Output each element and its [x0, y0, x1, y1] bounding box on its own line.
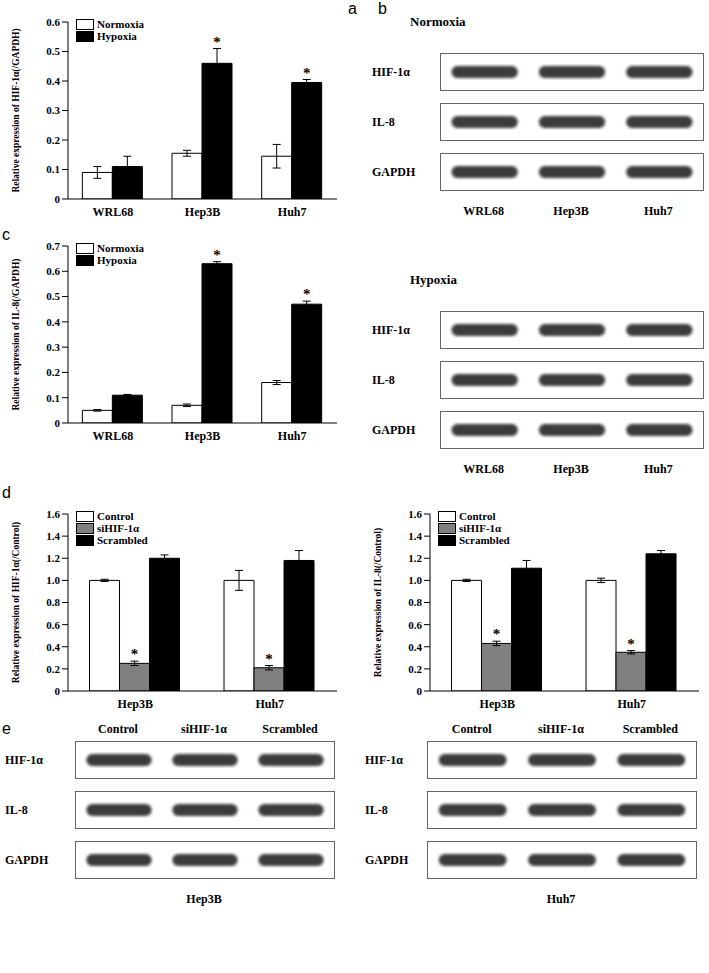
svg-text:0.4: 0.4 [408, 641, 422, 653]
svg-text:Hep3B: Hep3B [480, 697, 515, 711]
html-text:Scrambled: Scrambled [459, 534, 510, 546]
html-text:Normoxia: Normoxia [97, 18, 144, 30]
svg-text:0.4: 0.4 [46, 75, 60, 87]
svg-text:*: * [303, 65, 311, 81]
svg-text:0: 0 [417, 685, 423, 697]
html-text:HIF-1α: HIF-1α [5, 752, 43, 767]
html-text:d: d [2, 484, 11, 501]
html-text:a: a [348, 0, 357, 17]
svg-text:0.6: 0.6 [46, 265, 60, 277]
html-text:Hep3B: Hep3B [186, 892, 222, 906]
html-text:Hypoxia: Hypoxia [97, 30, 137, 42]
svg-text:0.4: 0.4 [46, 316, 60, 328]
svg-text:0.2: 0.2 [46, 366, 60, 378]
html-text:siHIF-1α: siHIF-1α [459, 522, 502, 534]
html-text:c: c [2, 226, 10, 243]
svg-text:*: * [303, 286, 311, 302]
svg-text:*: * [627, 636, 635, 652]
svg-text:1.2: 1.2 [46, 552, 60, 564]
svg-text:1.2: 1.2 [408, 552, 422, 564]
svg-text:Huh7: Huh7 [278, 429, 307, 443]
html-text:IL-8: IL-8 [5, 802, 28, 817]
svg-text:0.1: 0.1 [46, 163, 60, 175]
html-text:Control: Control [451, 722, 492, 736]
svg-text:1.4: 1.4 [46, 530, 60, 542]
svg-text:*: * [265, 651, 273, 667]
svg-text:0.8: 0.8 [46, 596, 60, 608]
svg-text:0.3: 0.3 [46, 341, 60, 353]
svg-text:Huh7: Huh7 [617, 697, 646, 711]
html-text:Hep3B: Hep3B [553, 462, 589, 476]
html-text:HIF-1α: HIF-1α [372, 64, 410, 79]
html-text:Scrambled: Scrambled [97, 534, 148, 546]
html-text:GAPDH: GAPDH [372, 422, 416, 437]
svg-text:0.1: 0.1 [46, 392, 60, 404]
svg-text:0.4: 0.4 [46, 641, 60, 653]
html-text:Scrambled: Scrambled [262, 722, 318, 736]
svg-text:1.6: 1.6 [46, 508, 60, 520]
svg-text:0.6: 0.6 [46, 619, 60, 631]
svg-text:*: * [493, 626, 501, 642]
svg-text:Hep3B: Hep3B [118, 697, 153, 711]
html-text:Normoxia: Normoxia [410, 14, 466, 29]
html-text:Hypoxia: Hypoxia [410, 272, 457, 287]
html-text:siHIF-1α: siHIF-1α [538, 722, 584, 736]
svg-text:*: * [213, 247, 221, 263]
svg-text:1.0: 1.0 [408, 574, 422, 586]
svg-text:Relative expression of IL-8(/G: Relative expression of IL-8(/GAPDH) [11, 258, 22, 410]
html-text:Control: Control [98, 722, 138, 736]
html-text:Hep3B: Hep3B [553, 204, 589, 218]
svg-text:0.5: 0.5 [46, 290, 60, 302]
svg-text:1.4: 1.4 [408, 530, 422, 542]
svg-text:Hep3B: Hep3B [185, 429, 220, 443]
html-text:Scrambled: Scrambled [622, 722, 678, 736]
svg-text:Huh7: Huh7 [278, 205, 307, 219]
html-text:e: e [2, 720, 11, 737]
svg-text:0: 0 [55, 685, 61, 697]
html-text:GAPDH: GAPDH [372, 164, 416, 179]
svg-text:*: * [131, 646, 139, 662]
svg-text:0: 0 [55, 417, 61, 429]
html-text:Huh7: Huh7 [644, 204, 673, 218]
html-text:WRL68: WRL68 [463, 204, 504, 218]
svg-text:0.2: 0.2 [408, 663, 422, 675]
svg-text:0.6: 0.6 [408, 619, 422, 631]
svg-text:*: * [213, 34, 221, 50]
html-text:HIF-1α: HIF-1α [365, 752, 403, 767]
svg-text:Relative expression of HIF-1α(: Relative expression of HIF-1α(/GAPDH) [11, 28, 22, 192]
svg-text:0: 0 [55, 193, 61, 205]
html-text:GAPDH: GAPDH [365, 852, 409, 867]
html-text:IL-8: IL-8 [372, 372, 395, 387]
html-text:GAPDH: GAPDH [5, 852, 49, 867]
svg-text:0.2: 0.2 [46, 663, 60, 675]
svg-text:Relative expression of HIF-1α(: Relative expression of HIF-1α(/Control) [11, 522, 22, 683]
html-text:Hypoxia: Hypoxia [97, 254, 137, 266]
html-text:HIF-1α: HIF-1α [372, 322, 410, 337]
html-text:IL-8: IL-8 [372, 114, 395, 129]
html-text:siHIF-1α: siHIF-1α [181, 722, 227, 736]
html-text:Control: Control [97, 510, 134, 522]
html-text:WRL68: WRL68 [463, 462, 504, 476]
html-text:IL-8: IL-8 [365, 802, 388, 817]
svg-text:WRL68: WRL68 [92, 429, 133, 443]
svg-text:Huh7: Huh7 [255, 697, 284, 711]
html-text:siHIF-1α: siHIF-1α [97, 522, 140, 534]
html-text:Huh7: Huh7 [644, 462, 673, 476]
html-text:Normoxia: Normoxia [97, 242, 144, 254]
svg-text:0.5: 0.5 [46, 45, 60, 57]
svg-text:0.7: 0.7 [46, 240, 60, 252]
svg-text:0.3: 0.3 [46, 104, 60, 116]
svg-text:WRL68: WRL68 [92, 205, 133, 219]
svg-text:0.8: 0.8 [408, 596, 422, 608]
svg-text:1.6: 1.6 [408, 508, 422, 520]
svg-text:Relative expression of IL-8(/C: Relative expression of IL-8(/Control) [373, 528, 384, 677]
svg-text:0.2: 0.2 [46, 134, 60, 146]
svg-text:0.6: 0.6 [46, 16, 60, 28]
html-text:Control: Control [459, 510, 496, 522]
svg-text:1.0: 1.0 [46, 574, 60, 586]
html-text:b: b [378, 0, 387, 17]
svg-text:Hep3B: Hep3B [185, 205, 220, 219]
html-text:Huh7: Huh7 [546, 892, 576, 906]
